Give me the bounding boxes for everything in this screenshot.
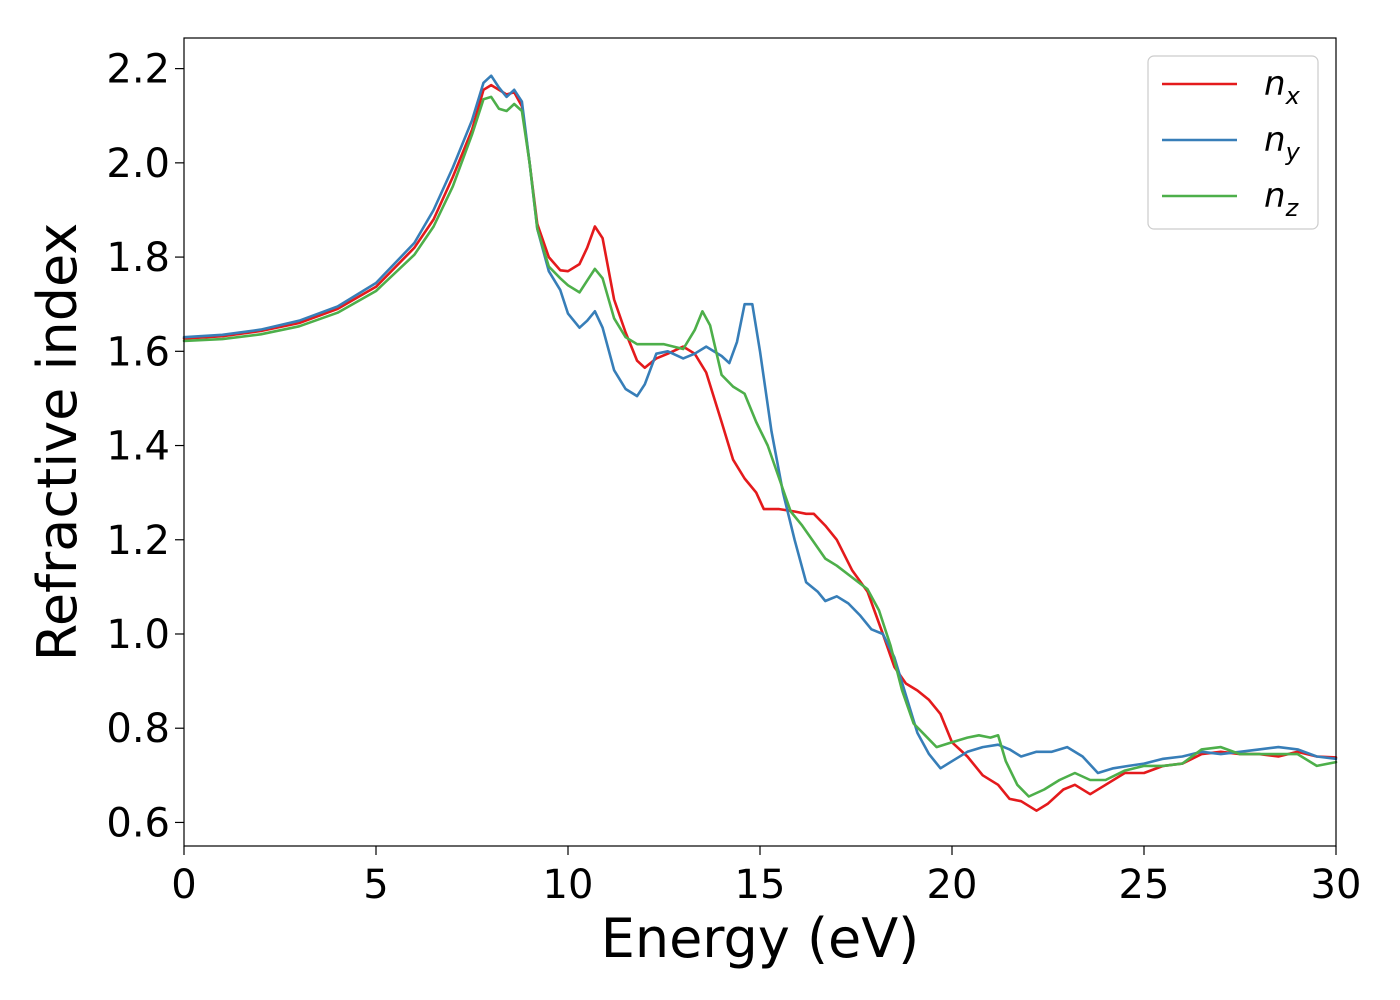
x-tick-label: 0 — [171, 862, 196, 908]
y-tick-label: 1.4 — [106, 424, 170, 470]
series-lines — [182, 74, 1338, 812]
x-tick-label: 20 — [927, 862, 978, 908]
y-tick-label: 1.6 — [106, 329, 170, 375]
x-tick-label: 10 — [543, 862, 594, 908]
y-axis-ticks: 0.6 0.8 1.0 1.2 1.4 1.6 1.8 2.0 2.2 — [106, 47, 184, 846]
y-tick-label: 1.0 — [106, 612, 170, 658]
x-tick-label: 30 — [1311, 862, 1362, 908]
y-tick-label: 2.0 — [106, 141, 170, 187]
x-axis-label: Energy (eV) — [601, 907, 920, 970]
y-axis-label: Refractive index — [26, 223, 89, 662]
x-axis-ticks: 0 5 10 15 20 25 30 — [171, 846, 1361, 908]
y-tick-label: 0.8 — [106, 706, 170, 752]
series-line-n-y — [182, 74, 1338, 775]
x-tick-label: 25 — [1119, 862, 1170, 908]
legend-frame — [1147, 55, 1319, 230]
y-tick-label: 2.2 — [106, 47, 170, 93]
x-tick-label: 15 — [735, 862, 786, 908]
y-tick-label: 1.2 — [106, 518, 170, 564]
x-tick-label: 5 — [363, 862, 388, 908]
y-tick-label: 1.8 — [106, 235, 170, 281]
series-line-n-z — [182, 95, 1338, 798]
y-tick-label: 0.6 — [106, 800, 170, 846]
